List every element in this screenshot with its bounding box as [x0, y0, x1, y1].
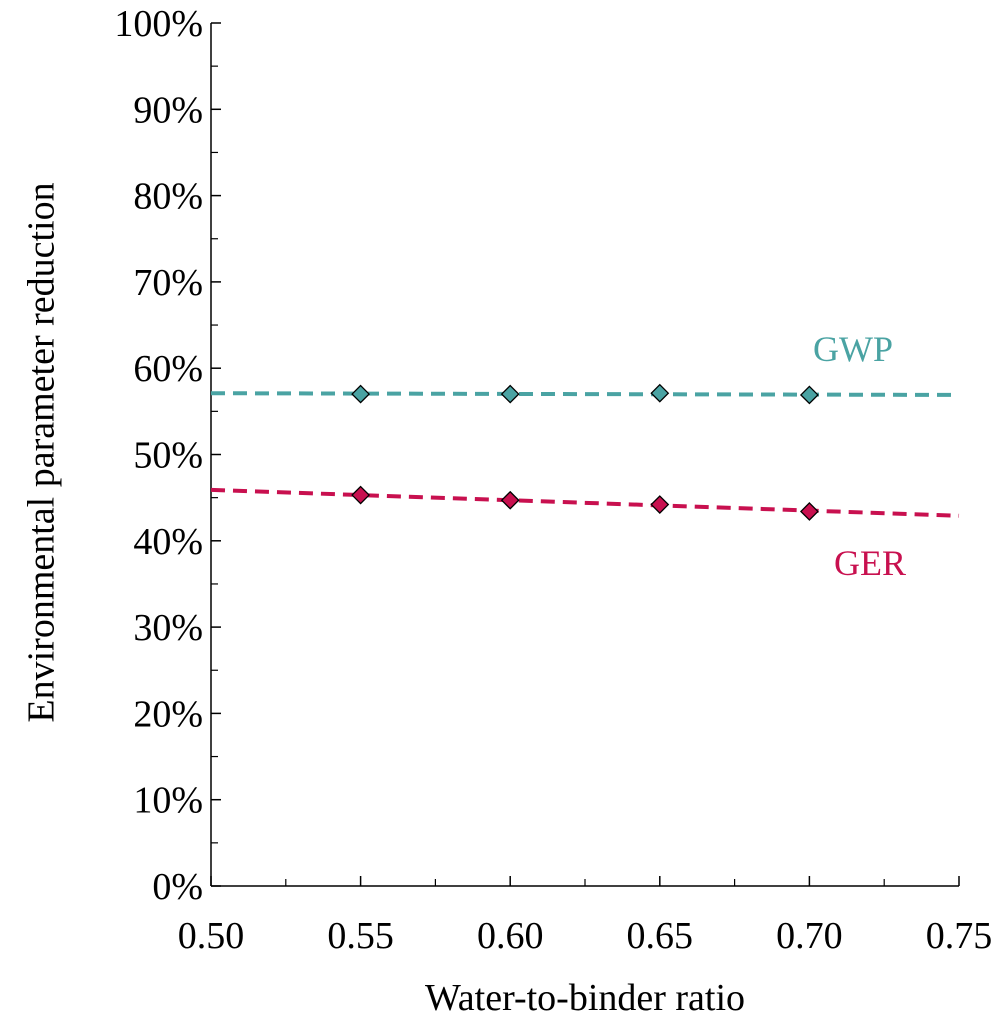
- gwp-trendline: [210, 391, 960, 397]
- ger-point: [650, 495, 670, 514]
- y-tick-label: 70%: [133, 262, 203, 304]
- ger-point: [500, 490, 520, 510]
- labels: GWP GER: [813, 329, 906, 583]
- y-tick-label: 50%: [133, 435, 203, 477]
- y-tick-label: 40%: [133, 521, 203, 563]
- x-tick-label: 0.75: [926, 915, 993, 957]
- y-tick-label: 30%: [133, 607, 203, 649]
- y-tick-label: 80%: [133, 176, 203, 218]
- ger-trendline: [210, 487, 960, 518]
- x-tick-label: 0.65: [627, 915, 694, 957]
- y-tick-label: 20%: [133, 693, 203, 735]
- x-tick-label: 0.70: [776, 915, 843, 957]
- y-axis-title: Environmental parameter reduction: [20, 182, 62, 722]
- gwp-point: [351, 384, 371, 404]
- ger-series-label: GER: [834, 543, 906, 583]
- ger-point: [351, 485, 371, 505]
- y-tick-label: 100%: [114, 3, 203, 45]
- axes: 0% 10% 20% 30% 40% 50% 60% 70% 80% 90% 100% 0.50 0.5…: [114, 3, 992, 957]
- y-tick-label: 0%: [152, 866, 203, 908]
- x-tick-label: 0.55: [327, 915, 394, 957]
- ger-point: [799, 502, 819, 521]
- gwp-point: [799, 385, 819, 405]
- x-tick-label: 0.60: [477, 915, 544, 957]
- y-tick-label: 60%: [133, 348, 203, 390]
- x-tick-label: 0.50: [178, 915, 245, 957]
- y-tick-label: 10%: [133, 780, 203, 822]
- trendlines: [210, 391, 960, 518]
- gwp-point: [500, 384, 520, 404]
- gwp-series-label: GWP: [813, 329, 893, 369]
- x-axis-title: Water-to-binder ratio: [425, 977, 745, 1019]
- data-points: [351, 383, 819, 521]
- y-tick-label: 90%: [133, 89, 203, 131]
- gwp-point: [650, 383, 670, 403]
